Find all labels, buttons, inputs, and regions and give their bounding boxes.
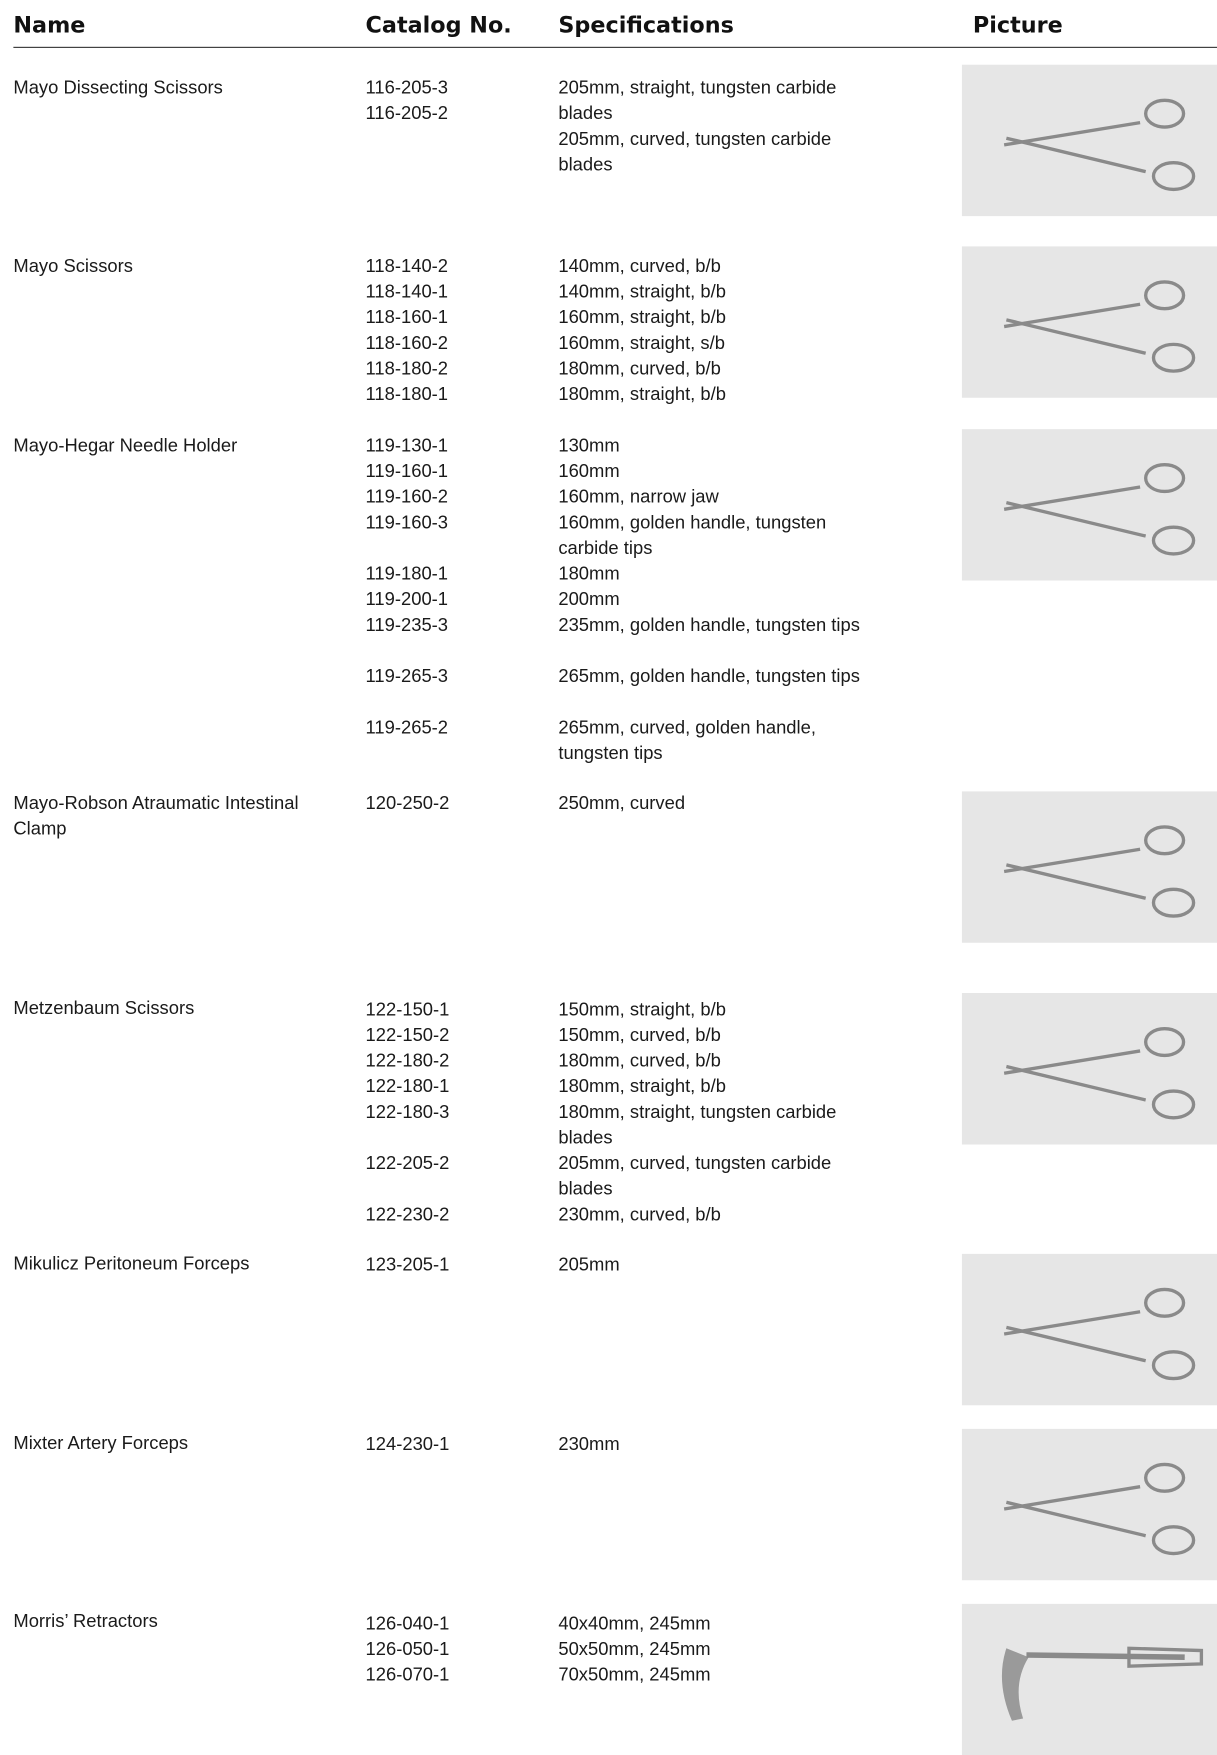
specification: 140mm, curved, b/b [558, 256, 721, 277]
specification: 265mm, golden handle, tungsten tips [558, 666, 860, 687]
specification: 180mm, straight, tungsten carbide blades [558, 1102, 837, 1148]
specification: 230mm, curved, b/b [558, 1204, 721, 1225]
product-name: Mayo Dissecting Scissors [13, 78, 223, 99]
catalog-number: 119-180-1 [365, 563, 449, 584]
specification: 160mm [558, 461, 620, 482]
product-name: Mayo Scissors [13, 256, 133, 277]
product-picture [961, 791, 1217, 943]
catalog-number: 122-150-2 [365, 1025, 450, 1046]
catalog-number: 123-205-1 [365, 1254, 450, 1275]
product-picture [961, 64, 1217, 217]
catalog-number: 118-140-1 [365, 281, 449, 303]
catalog-number: 119-130-1 [365, 435, 449, 456]
product-picture [961, 246, 1217, 398]
product-picture [961, 1253, 1217, 1406]
catalog-number: 122-150-1 [365, 999, 450, 1020]
product-name: Metzenbaum Scissors [13, 998, 195, 1019]
catalog-number: 119-265-2 [365, 717, 449, 738]
specification: 205mm, curved, tungsten carbide blades [558, 129, 832, 175]
specification: 140mm, straight, b/b [558, 281, 726, 303]
catalog-number: 119-160-1 [365, 461, 449, 482]
column-header: Specifications [558, 11, 734, 38]
catalog-number: 120-250-2 [365, 793, 450, 814]
catalog-number: 122-230-2 [365, 1204, 450, 1225]
product-picture [961, 992, 1217, 1145]
specification: 205mm [558, 1254, 620, 1275]
catalog-number: 116-205-3 [365, 78, 449, 99]
catalog-number: 118-160-1 [365, 307, 449, 328]
catalog-number: 122-180-3 [365, 1102, 450, 1123]
specification: 235mm, golden handle, tungsten tips [558, 615, 860, 636]
specification: 160mm, narrow jaw [558, 487, 719, 508]
specification: 130mm [558, 435, 620, 456]
header-rule [13, 46, 1217, 48]
specification: 265mm, curved, golden handle, tungsten t… [558, 717, 816, 764]
catalog-number: 118-160-2 [365, 333, 449, 354]
specification: 160mm, straight, b/b [558, 307, 726, 328]
catalog-number: 118-180-1 [365, 384, 449, 405]
specification: 180mm, straight, b/b [558, 384, 726, 405]
catalog-number: 126-070-1 [365, 1665, 450, 1686]
catalog-number: 126-050-1 [365, 1639, 450, 1660]
column-header: Catalog No. [365, 11, 512, 38]
catalog-number: 119-160-2 [365, 487, 449, 508]
catalog-number: 122-180-1 [365, 1076, 450, 1097]
specification: 180mm, curved, b/b [558, 358, 721, 379]
product-picture [961, 1428, 1217, 1581]
product-picture [961, 429, 1217, 581]
specification: 200mm [558, 589, 620, 610]
catalog-number: 124-230-1 [365, 1434, 450, 1455]
specification: 250mm, curved [558, 793, 686, 814]
product-name: Mayo-Robson Atraumatic Intestinal Clamp [13, 793, 299, 840]
column-header: Picture [972, 11, 1063, 38]
specification: 205mm, straight, tungsten carbide blades [558, 78, 837, 124]
specification: 40x40mm, 245mm [558, 1613, 711, 1634]
catalog-number: 118-180-2 [365, 358, 449, 379]
product-name: Mixter Artery Forceps [13, 1433, 189, 1454]
specification: 150mm, straight, b/b [558, 999, 726, 1020]
catalog-number: 119-200-1 [365, 589, 449, 610]
catalog-number: 118-140-2 [365, 256, 449, 277]
column-header: Name [13, 11, 86, 38]
catalog-number: 122-180-2 [365, 1050, 450, 1072]
catalog-number: 119-265-3 [365, 666, 449, 687]
catalog-number: 119-235-3 [365, 615, 449, 636]
product-name: Morris’ Retractors [13, 1611, 158, 1632]
specification: 160mm, golden handle, tungsten carbide t… [558, 512, 827, 559]
specification: 205mm, curved, tungsten carbide blades [558, 1153, 832, 1200]
specification: 150mm, curved, b/b [558, 1025, 721, 1046]
specification: 180mm, curved, b/b [558, 1050, 721, 1072]
specification: 230mm [558, 1434, 620, 1455]
specification: 160mm, straight, s/b [558, 333, 725, 354]
product-name: Mikulicz Peritoneum Forceps [13, 1253, 250, 1274]
product-picture [961, 1603, 1217, 1755]
specification: 70x50mm, 245mm [558, 1665, 711, 1686]
catalog-number: 122-205-2 [365, 1153, 450, 1174]
catalog-number: 126-040-1 [365, 1613, 450, 1634]
catalog-number: 119-160-3 [365, 512, 449, 533]
catalog-number: 116-205-2 [365, 103, 449, 124]
product-name: Mayo-Hegar Needle Holder [13, 435, 238, 456]
specification: 180mm [558, 563, 620, 584]
specification: 50x50mm, 245mm [558, 1639, 711, 1660]
specification: 180mm, straight, b/b [558, 1076, 726, 1097]
